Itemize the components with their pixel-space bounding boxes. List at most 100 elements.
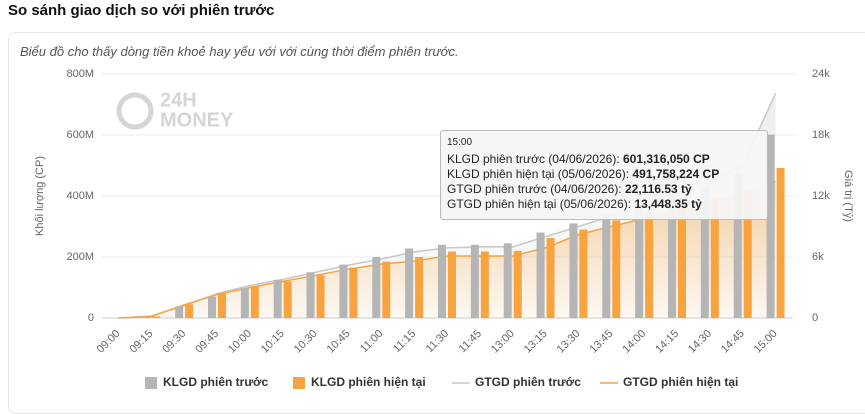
tooltip-label: GTGD phiên trước (04/06/2026): [447,182,625,196]
x-tick-label: 09:30 [160,328,188,356]
tooltip-value: 601,316,050 CP [623,152,710,166]
bar [678,205,686,318]
bar [733,174,742,318]
x-tick-label: 09:15 [128,328,156,356]
y-tick-label: 400M [66,190,94,202]
tooltip-value: 13,448.35 tỷ [634,197,702,211]
bar [503,243,512,318]
bar [316,275,325,318]
x-tick-label: 11:30 [424,328,451,355]
x-tick-label: 11:45 [457,328,484,355]
bar [668,196,676,318]
bar [382,261,391,318]
bar [218,293,226,318]
watermark-text: MONEY [160,109,234,131]
bar [635,205,644,318]
y-tick-label: 600M [66,129,94,141]
watermark: 24H MONEY [116,89,234,131]
tooltip-label: GTGD phiên hiện tại (05/06/2026): [447,197,635,211]
x-tick-label: 14:00 [620,328,648,356]
legend-label: KLGD phiên hiện tại [311,375,426,389]
x-tick-label: 11:00 [358,328,385,355]
bar [240,288,249,318]
x-tick-label: 09:45 [193,328,221,356]
area [118,181,776,318]
legend-swatch [293,377,305,389]
x-tick-label: 09:00 [95,328,123,356]
page-title: So sánh giao dịch so với phiên trước [8,2,275,19]
tooltip-label: KLGD phiên hiện tại (05/06/2026): [447,167,633,181]
x-tick-label: 13:15 [522,328,550,356]
tooltip-title: 15:00 [447,137,473,148]
x-tick-label: 13:30 [555,328,583,356]
tooltip-row: GTGD phiên hiện tại (05/06/2026): 13,448… [447,197,761,212]
legend-swatch [145,377,157,389]
tooltip-row: KLGD phiên hiện tại (05/06/2026): 491,75… [447,167,761,182]
legend-label: GTGD phiên trước [475,375,581,389]
bar [602,214,611,318]
bar [700,186,709,318]
bar [250,285,259,318]
tooltip-value: 491,758,224 CP [632,167,720,181]
bar [645,212,654,318]
bar [175,306,184,318]
bar [283,281,292,318]
bar [448,251,456,318]
tooltip-label: KLGD phiên trước (04/06/2026): [447,152,623,166]
bar [208,296,216,318]
bar [152,316,161,318]
y2-axis-title: Giá trị (Tỷ) [842,170,854,222]
tooltip-row: KLGD phiên trước (04/06/2026): 601,316,0… [447,152,761,167]
chart-subtitle: Biểu đồ cho thấy dòng tiền khoẻ hay yếu … [20,44,459,59]
bar [470,244,479,318]
y2-tick-label: 6k [812,251,824,263]
tooltip-row: GTGD phiên trước (04/06/2026): 22,116.53… [447,182,761,197]
bar [142,316,151,318]
bar [480,251,489,318]
watermark-text: 24H [160,89,197,111]
x-tick-label: 13:00 [489,328,517,356]
x-tick-label: 14:15 [653,328,681,356]
bar [349,267,358,318]
bar [372,257,381,318]
x-tick-label: 14:45 [719,328,747,356]
y2-tick-label: 12k [812,190,830,202]
y2-tick-label: 18k [812,129,830,141]
bar [438,244,446,318]
x-tick-label: 10:15 [259,328,287,356]
bar [339,264,348,318]
legend-label: GTGD phiên hiện tại [623,375,738,389]
bar [579,229,588,318]
bar [536,232,545,318]
x-tick-label: 10:00 [226,328,254,356]
x-tick-label: 10:45 [325,328,353,356]
bar [569,223,578,318]
bar [306,272,315,318]
bar [766,134,775,318]
x-tick-label: 11:15 [391,328,418,355]
bar [273,279,282,318]
bar [513,250,522,318]
x-tick-label: 10:30 [292,328,320,356]
bar [415,257,424,318]
bar [612,220,621,318]
x-tick-label: 13:45 [588,328,616,356]
y-tick-label: 800M [66,68,94,80]
tooltip-value: 22,116.53 tỷ [624,182,692,196]
x-tick-label: 15:00 [752,328,780,356]
y-axis-title: Khối lượng (CP) [34,156,46,236]
y-tick-label: 200M [66,251,94,263]
legend-label: KLGD phiên trước [163,375,269,389]
bar [776,168,785,318]
y-tick-label: 0 [88,312,94,324]
y2-tick-label: 24k [812,68,830,80]
bar [185,304,194,318]
page: So sánh giao dịch so với phiên trước Biể… [8,2,865,414]
bar [546,238,555,318]
x-tick-label: 14:30 [686,328,714,356]
tooltip: 15:00 KLGD phiên trước (04/06/2026): 601… [440,130,768,220]
bar [743,189,752,318]
bar [710,197,719,318]
bar [405,248,414,318]
y2-tick-label: 0 [812,312,818,324]
